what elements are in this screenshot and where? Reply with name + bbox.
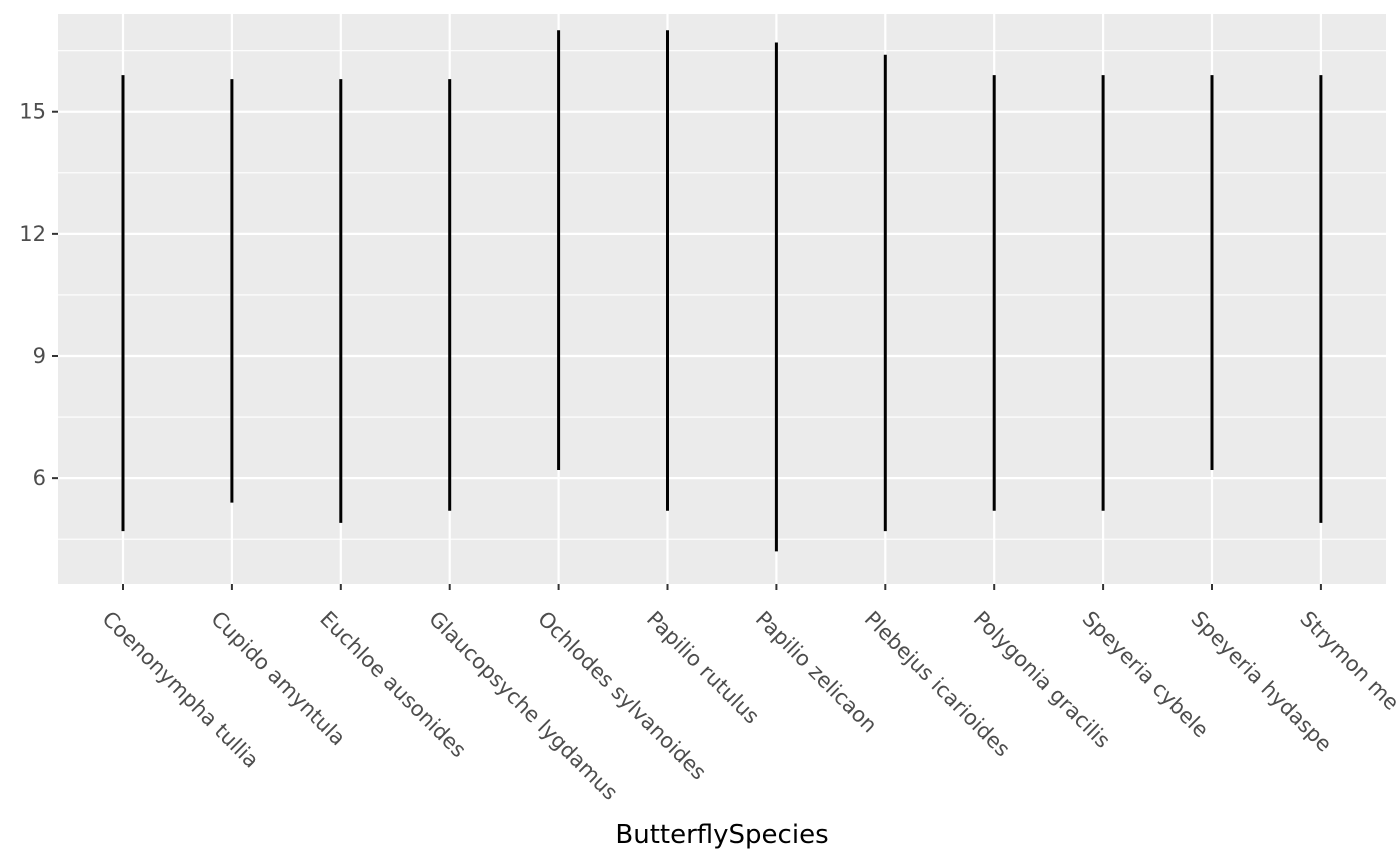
x-tick-label: Papilio rutulus xyxy=(642,607,764,729)
x-axis-title: ButterflySpecies xyxy=(615,820,828,850)
y-tick-label: 12 xyxy=(19,222,46,246)
x-tick-label: Papilio zelicaon xyxy=(751,607,882,738)
y-tick-label: 6 xyxy=(33,466,46,490)
x-tick-label: Strymon me xyxy=(1295,607,1400,715)
range-marks xyxy=(121,30,1323,552)
y-tick-label: 9 xyxy=(33,344,46,368)
x-tick-label: Glaucopsyche lygdamus xyxy=(424,607,622,805)
y-tick-label: 15 xyxy=(19,100,46,124)
plot-panel xyxy=(58,14,1386,584)
y-axis: 6 9 12 15 xyxy=(19,100,58,490)
minor-gridlines xyxy=(58,50,1386,540)
